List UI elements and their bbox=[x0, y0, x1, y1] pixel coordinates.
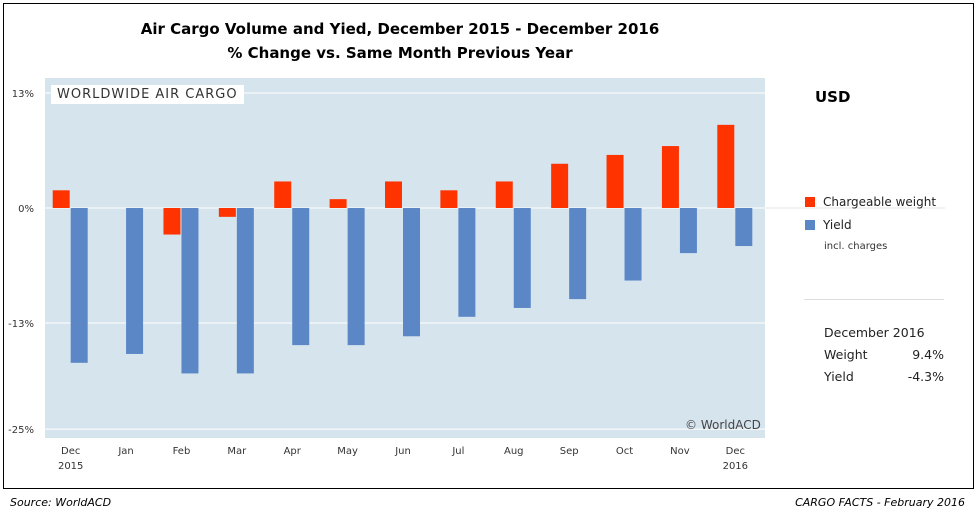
x-tick-label: Apr bbox=[284, 446, 302, 457]
x-tick-label: Feb bbox=[173, 446, 191, 457]
currency-label: USD bbox=[815, 88, 851, 106]
chart-title: Air Cargo Volume and Yied, December 2015… bbox=[140, 20, 660, 38]
bar-chargeable-weight bbox=[661, 146, 679, 208]
chart-subtitle: % Change vs. Same Month Previous Year bbox=[227, 44, 573, 62]
summary-yield-label: Yield bbox=[824, 369, 854, 384]
x-tick-sublabel: 2016 bbox=[723, 461, 748, 472]
bar-chargeable-weight bbox=[551, 163, 569, 208]
y-tick-label: -25% bbox=[8, 425, 34, 436]
legend-label-yield: Yield bbox=[823, 218, 852, 232]
y-tick-label: 13% bbox=[12, 89, 34, 100]
x-tick-label: May bbox=[337, 446, 358, 457]
x-tick-label: Jan bbox=[117, 446, 133, 457]
bar-chargeable-weight bbox=[329, 199, 347, 208]
bar-chargeable-weight bbox=[385, 181, 402, 208]
bar-yield bbox=[347, 208, 365, 346]
footer-credit: CARGO FACTS - February 2016 bbox=[795, 496, 965, 509]
bar-yield bbox=[624, 208, 642, 281]
x-tick-label: Oct bbox=[616, 446, 633, 457]
legend-item-chargeable-weight: Chargeable weight bbox=[805, 195, 936, 209]
bar-chargeable-weight bbox=[218, 208, 236, 217]
bar-yield bbox=[458, 208, 476, 317]
bar-yield bbox=[292, 208, 310, 346]
bar-yield bbox=[403, 208, 420, 337]
bar-chargeable-weight bbox=[440, 190, 458, 208]
x-tick-label: Dec bbox=[61, 446, 80, 457]
summary-weight-value: 9.4% bbox=[912, 347, 944, 362]
x-tick-label: Jun bbox=[394, 446, 411, 457]
copyright-label: © WorldACD bbox=[685, 418, 761, 432]
legend-swatch-chargeable-weight bbox=[805, 197, 815, 207]
panel-label: WORLDWIDE AIR CARGO bbox=[51, 85, 244, 104]
bar-yield bbox=[70, 208, 88, 363]
legend-item-yield: Yield bbox=[805, 218, 852, 232]
x-tick-label: Sep bbox=[560, 446, 579, 457]
bar-chargeable-weight bbox=[495, 181, 513, 208]
bar-chargeable-weight bbox=[717, 124, 735, 208]
summary-period: December 2016 bbox=[824, 325, 925, 340]
bar-yield bbox=[569, 208, 587, 300]
bar-chargeable-weight bbox=[274, 181, 292, 208]
x-tick-label: Dec bbox=[726, 446, 745, 457]
footer-source: Source: WorldACD bbox=[10, 496, 112, 509]
x-tick-sublabel: 2015 bbox=[58, 461, 83, 472]
summary-yield-value: -4.3% bbox=[907, 369, 944, 384]
bar-yield bbox=[126, 208, 144, 354]
x-tick-label: Jul bbox=[451, 446, 464, 457]
bar-yield bbox=[513, 208, 531, 308]
legend-note: incl. charges bbox=[824, 241, 888, 252]
bar-yield bbox=[181, 208, 199, 374]
bar-chargeable-weight bbox=[163, 208, 181, 235]
legend-label-chargeable-weight: Chargeable weight bbox=[823, 195, 937, 209]
bar-chargeable-weight bbox=[606, 154, 624, 208]
legend-divider bbox=[804, 299, 944, 300]
y-tick-label: 0% bbox=[18, 204, 34, 215]
bar-chargeable-weight bbox=[52, 190, 70, 208]
legend-swatch-yield bbox=[805, 220, 815, 230]
x-tick-label: Aug bbox=[504, 446, 524, 457]
x-tick-label: Nov bbox=[670, 446, 690, 457]
bar-yield bbox=[679, 208, 697, 254]
y-tick-label: -13% bbox=[8, 319, 34, 330]
bar-yield bbox=[735, 208, 753, 247]
x-tick-label: Mar bbox=[227, 446, 247, 457]
summary-weight-label: Weight bbox=[824, 347, 868, 362]
bar-yield bbox=[236, 208, 254, 374]
